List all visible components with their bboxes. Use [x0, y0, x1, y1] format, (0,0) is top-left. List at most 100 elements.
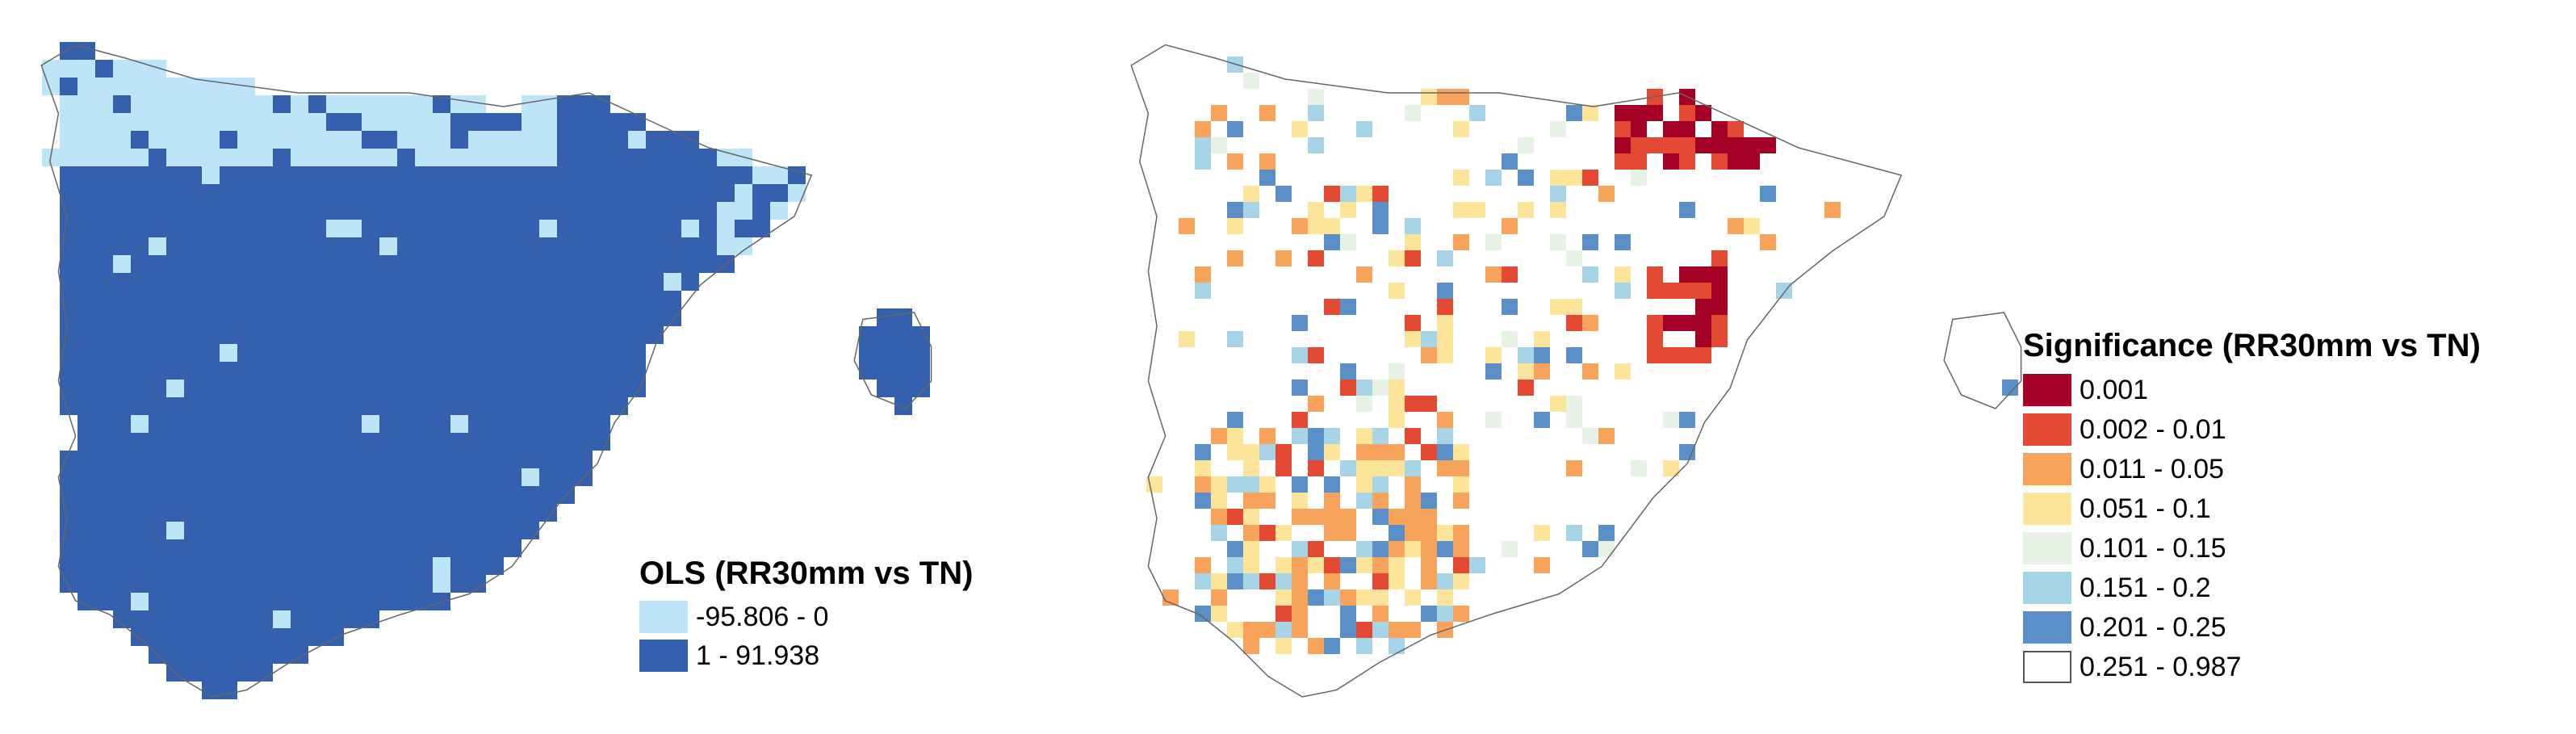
grid-cell [149, 291, 166, 308]
grid-cell [308, 575, 326, 593]
grid-cell [539, 326, 557, 344]
grid-cell [344, 575, 362, 593]
grid-cell [539, 486, 557, 504]
grid-cell [433, 397, 450, 415]
significance-legend-label-7: 0.201 - 0.25 [2080, 611, 2226, 643]
grid-cell [362, 397, 379, 415]
grid-cell [575, 237, 593, 255]
grid-cell [557, 362, 575, 380]
grid-cell [95, 326, 113, 344]
grid-cell [1324, 476, 1340, 493]
grid-cell [539, 202, 557, 220]
grid-cell [433, 415, 450, 433]
grid-cell [1308, 509, 1324, 525]
grid-cell [628, 326, 646, 344]
grid-cell [362, 131, 379, 149]
grid-cell [1663, 283, 1679, 299]
grid-cell [1405, 509, 1421, 525]
grid-cell [468, 202, 486, 220]
grid-cell [1356, 121, 1372, 137]
grid-cell [433, 202, 450, 220]
grid-cell [1437, 541, 1453, 557]
grid-cell [504, 380, 521, 397]
grid-cell [1356, 493, 1372, 509]
grid-cell [255, 468, 273, 486]
grid-cell [344, 131, 362, 149]
grid-cell [1728, 153, 1744, 170]
grid-cell [433, 184, 450, 202]
grid-cell [202, 149, 220, 166]
grid-cell [273, 433, 291, 451]
grid-cell [1324, 509, 1340, 525]
grid-cell [1711, 283, 1728, 299]
grid-cell [450, 504, 468, 522]
grid-cell [42, 60, 60, 78]
grid-cell [1663, 315, 1679, 331]
grid-cell [593, 255, 610, 273]
grid-cell [1405, 331, 1421, 347]
grid-cell [1695, 315, 1711, 331]
grid-cell [113, 362, 131, 380]
grid-cell [415, 291, 433, 308]
grid-cell [557, 255, 575, 273]
grid-cell [131, 291, 149, 308]
grid-cell [450, 451, 468, 468]
grid-cell [1437, 460, 1453, 476]
grid-cell [291, 308, 308, 326]
grid-cell [468, 344, 486, 362]
grid-cell [1728, 218, 1744, 234]
grid-cell [149, 326, 166, 344]
grid-cell [1437, 444, 1453, 460]
grid-cell [202, 113, 220, 131]
grid-cell [362, 610, 379, 628]
grid-cell [646, 291, 664, 308]
grid-cell [308, 308, 326, 326]
grid-cell [1485, 363, 1502, 380]
grid-cell [326, 255, 344, 273]
grid-cell [1534, 412, 1550, 428]
grid-cell [1695, 347, 1711, 363]
grid-cell [486, 468, 504, 486]
grid-cell [486, 362, 504, 380]
significance-legend-row-1: 0.001 [2023, 370, 2481, 409]
grid-cell [344, 539, 362, 557]
grid-cell [308, 202, 326, 220]
grid-cell [1566, 299, 1582, 315]
grid-cell [1292, 589, 1308, 606]
grid-cell [1372, 541, 1389, 557]
grid-cell [1275, 525, 1292, 541]
grid-cell [1308, 137, 1324, 153]
grid-cell [1356, 638, 1372, 654]
grid-cell [1275, 460, 1292, 476]
grid-cell [486, 184, 504, 202]
grid-cell [95, 433, 113, 451]
grid-cell [1292, 428, 1308, 444]
grid-cell [166, 646, 184, 664]
grid-cell [415, 575, 433, 593]
grid-cell [1566, 315, 1582, 331]
grid-cell [291, 451, 308, 468]
grid-cell [450, 380, 468, 397]
grid-cell [1760, 186, 1776, 202]
grid-cell [60, 131, 77, 149]
grid-cell [95, 60, 113, 78]
grid-cell [326, 486, 344, 504]
grid-cell [450, 486, 468, 504]
grid-cell [1453, 525, 1469, 541]
grid-cell [486, 326, 504, 344]
grid-cell [202, 308, 220, 326]
grid-cell [1195, 557, 1211, 573]
grid-cell [131, 326, 149, 344]
grid-cell [1389, 638, 1405, 654]
grid-cell [60, 380, 77, 397]
grid-cell [362, 415, 379, 433]
grid-cell [95, 308, 113, 326]
grid-cell [1308, 589, 1324, 606]
grid-cell [1582, 105, 1598, 121]
grid-cell [1227, 202, 1243, 218]
grid-cell [77, 451, 95, 468]
grid-cell [1711, 121, 1728, 137]
grid-cell [1453, 460, 1469, 476]
grid-cell [610, 291, 628, 308]
grid-cell [575, 95, 593, 113]
